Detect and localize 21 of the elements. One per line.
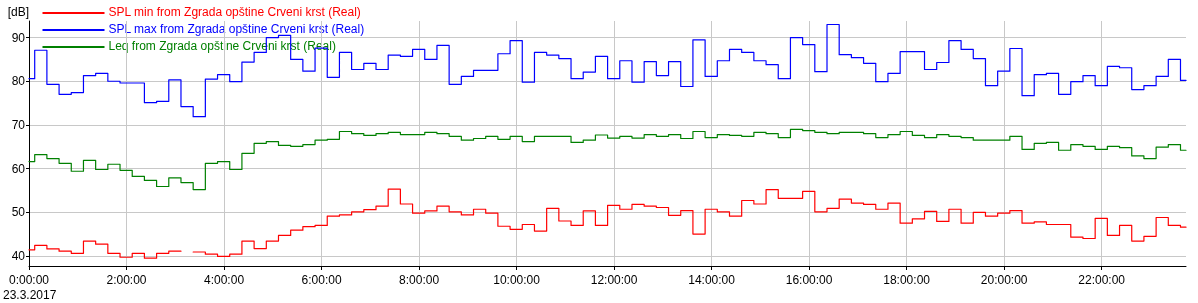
y-tick-label: 40 — [11, 248, 26, 263]
y-tick-label: 50 — [11, 205, 26, 220]
x-tick-label: 16:00:00 — [785, 273, 833, 287]
x-tick-label: 8:00:00 — [399, 273, 440, 287]
x-tick-label: 12:00:00 — [590, 273, 638, 287]
x-tick-label: 22:00:00 — [1078, 273, 1126, 287]
y-tick-label: 90 — [11, 30, 26, 45]
x-tick-label: 2:00:00 — [106, 273, 147, 287]
text: 23.3.2017 — [3, 288, 57, 302]
y-tick-label: 80 — [11, 74, 26, 89]
y-tick-label: 70 — [11, 117, 26, 132]
x-tick-label: 20:00:00 — [980, 273, 1028, 287]
text: SPL min from Zgrada opštine Crveni krst (Real) — [108, 5, 361, 19]
x-tick-label: 6:00:00 — [301, 273, 342, 287]
y-tick-label: 60 — [11, 161, 26, 176]
x-tick-label: 10:00:00 — [493, 273, 541, 287]
x-tick-label: 4:00:00 — [204, 273, 245, 287]
x-tick-label: 0:00:00 — [8, 273, 50, 287]
y-axis-title: [dB] — [7, 5, 29, 19]
x-tick-label: 18:00:00 — [883, 273, 931, 287]
x-tick-label: 14:00:00 — [688, 273, 736, 287]
